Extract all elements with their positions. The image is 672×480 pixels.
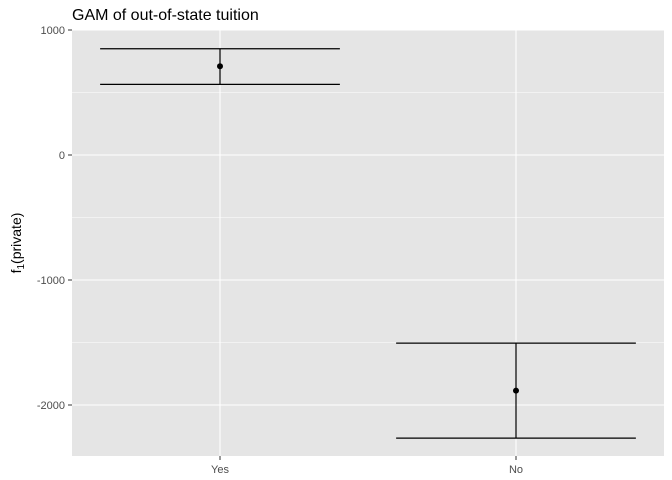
y-axis-title: f1(private) [8,213,27,274]
y-axis-ticks: 1000 0 -1000 -2000 [37,25,72,412]
y-tick-label: 0 [59,150,65,162]
y-tick-label: 1000 [41,25,65,37]
y-tick-label: -2000 [37,400,65,412]
x-tick-label: Yes [211,464,229,476]
minor-gridlines [72,92,664,343]
plot-panel [72,30,664,456]
chart-marks [100,48,636,439]
y-axis-title-subscript: 1 [16,264,27,270]
y-axis-title-main: f [8,269,24,273]
y-tick-label: -1000 [37,275,65,287]
chart-title: GAM of out-of-state tuition [72,7,259,24]
x-tick-label: No [509,464,523,476]
estimate-point-no [513,387,519,394]
y-axis-title-rest: (private) [8,213,24,264]
estimate-point-yes [217,63,223,70]
x-axis-ticks: Yes No [211,456,523,476]
